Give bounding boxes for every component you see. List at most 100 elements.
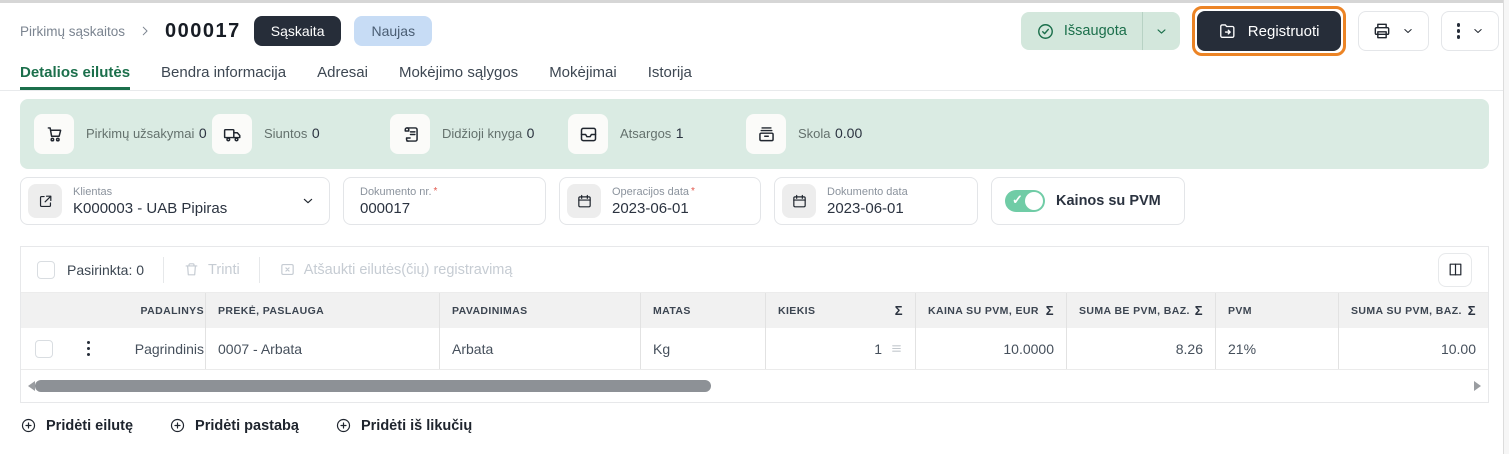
column-header-pvm: PVM — [1215, 293, 1338, 328]
table-horizontal-scrollbar — [21, 370, 1488, 402]
plus-circle-icon — [169, 417, 186, 434]
calendar-icon — [782, 184, 816, 218]
add-from-stock-button[interactable]: Pridėti iš likučių — [335, 417, 472, 434]
column-header-suma-be-pvm: SUMA BE PVM, BAZ. Σ — [1066, 293, 1215, 328]
row-checkbox-cell — [21, 328, 66, 369]
toggle-switch-on[interactable]: ✓ — [1005, 190, 1045, 212]
row-checkbox[interactable] — [34, 339, 53, 358]
column-settings-button[interactable] — [1438, 252, 1472, 287]
saved-button[interactable]: Išsaugota — [1020, 12, 1180, 50]
lines-table: Pasirinkta: 0 Trinti Atšaukti eilutės(či… — [20, 246, 1489, 403]
print-button[interactable] — [1357, 11, 1429, 51]
row-menu-icon[interactable] — [85, 340, 93, 357]
external-link-icon[interactable] — [28, 184, 62, 218]
divider — [1141, 12, 1143, 50]
summary-item-pirkimu-uzsakymai[interactable]: Pirkimų užsakymai 0 — [34, 114, 212, 154]
check-circle-icon — [1036, 22, 1055, 41]
add-note-label: Pridėti pastabą — [195, 417, 299, 434]
header-checkbox-spacer — [21, 293, 66, 328]
cell-suma-be-pvm: 8.26 — [1066, 328, 1215, 369]
dokumento-nr-field[interactable]: Dokumento nr. * 000017 — [343, 177, 546, 225]
chevron-down-icon[interactable] — [1143, 24, 1180, 39]
inventory-icon — [568, 114, 608, 154]
document-form: Klientas K000003 - UAB Pipiras Dokumento… — [20, 177, 1489, 225]
cancel-registration-icon — [279, 261, 296, 278]
summary-value: 0.00 — [834, 125, 863, 141]
select-all-checkbox[interactable] — [37, 260, 55, 279]
summary-label: Siuntos — [264, 126, 308, 141]
tab-adresai[interactable]: Adresai — [317, 63, 368, 81]
summary-label: Pirkimų užsakymai — [86, 126, 195, 141]
truck-icon — [212, 114, 252, 154]
quantity-detail-icon[interactable] — [890, 342, 903, 355]
sum-icon[interactable]: Σ — [894, 303, 903, 318]
tab-bar: Detalios eilutės Bendra informacija Adre… — [0, 57, 1509, 91]
dokumento-data-field[interactable]: Dokumento data 2023-06-01 — [774, 177, 978, 225]
selected-count-label: Pasirinkta: 0 — [67, 261, 145, 278]
summary-value: 1 — [675, 125, 684, 141]
field-value: 2023-06-01 — [612, 200, 689, 218]
more-actions-button[interactable] — [1440, 11, 1499, 51]
scroll-right-arrow[interactable] — [1474, 381, 1481, 391]
register-button[interactable]: Registruoti — [1196, 11, 1341, 51]
sum-icon[interactable]: Σ — [1045, 303, 1054, 318]
operacijos-data-field[interactable]: Operacijos data * 2023-06-01 — [559, 177, 761, 225]
delete-button-label: Trinti — [208, 261, 240, 278]
breadcrumb-link[interactable]: Pirkimų sąskaitos — [20, 23, 126, 39]
tab-bendra-informacija[interactable]: Bendra informacija — [161, 63, 287, 81]
doc-type-badge: Sąskaita — [253, 16, 342, 46]
scrollbar-thumb[interactable] — [35, 380, 711, 392]
breadcrumb-separator-icon — [138, 24, 152, 38]
field-label: Operacijos data * — [612, 185, 695, 198]
scroll-left-arrow[interactable] — [28, 381, 35, 391]
status-badge: Naujas — [354, 16, 433, 46]
cell-kiekis: 1 — [765, 328, 915, 369]
cell-matas: Kg — [640, 328, 765, 369]
summary-item-didzioji-knyga[interactable]: Didžioji knyga 0 — [390, 114, 568, 154]
page-vertical-scrollbar[interactable] — [1503, 0, 1509, 454]
tab-mokejimai[interactable]: Mokėjimai — [549, 63, 617, 81]
klientas-field[interactable]: Klientas K000003 - UAB Pipiras — [20, 177, 330, 225]
cancel-registration-button[interactable]: Atšaukti eilutės(čių) registravimą — [279, 261, 512, 278]
column-header-preke-paslauga: PREKĖ, PASLAUGA — [205, 293, 439, 328]
column-header-pavadinimas: PAVADINIMAS — [439, 293, 640, 328]
plus-circle-icon — [335, 417, 352, 434]
tab-istorija[interactable]: Istorija — [647, 63, 692, 81]
printer-icon — [1372, 21, 1392, 41]
register-folder-icon — [1218, 22, 1237, 41]
field-value: 000017 — [360, 200, 411, 218]
chevron-down-icon[interactable] — [300, 193, 316, 209]
add-from-stock-label: Pridėti iš likučių — [360, 417, 473, 434]
kainos-su-pvm-toggle-card[interactable]: ✓ Kainos su PVM — [991, 177, 1185, 225]
summary-label: Skola — [798, 126, 831, 141]
table-toolbar: Pasirinkta: 0 Trinti Atšaukti eilutės(či… — [21, 247, 1488, 293]
add-note-button[interactable]: Pridėti pastabą — [169, 417, 299, 434]
add-line-button[interactable]: Pridėti eilutę — [20, 417, 133, 434]
plus-circle-icon — [20, 417, 37, 434]
cart-icon — [34, 114, 74, 154]
summary-item-siuntos[interactable]: Siuntos 0 — [212, 114, 390, 154]
chevron-down-icon — [1471, 24, 1485, 38]
field-value: K000003 - UAB Pipiras — [73, 200, 228, 218]
summary-item-atsargos[interactable]: Atsargos 1 — [568, 114, 746, 154]
summary-item-skola[interactable]: Skola 0.00 — [746, 114, 924, 154]
field-value: 2023-06-01 — [827, 200, 904, 218]
field-label: Dokumento data — [827, 185, 908, 198]
divider — [258, 256, 260, 283]
calendar-icon — [567, 184, 601, 218]
tab-detalios-eilutes[interactable]: Detalios eilutės — [20, 57, 131, 90]
header-menu-spacer — [66, 293, 111, 328]
sum-icon[interactable]: Σ — [1194, 303, 1203, 318]
chevron-down-icon — [1401, 24, 1415, 38]
column-header-suma-su-pvm: SUMA SU PVM, BAZ. Σ — [1338, 293, 1488, 328]
required-mark: * — [691, 185, 695, 197]
required-mark: * — [433, 185, 438, 197]
tab-mokejimo-salygos[interactable]: Mokėjimo sąlygos — [398, 63, 519, 81]
page-title: 000017 — [165, 19, 241, 42]
delete-button[interactable]: Trinti — [183, 261, 240, 278]
table-header-row: PADALINYS PREKĖ, PASLAUGA PAVADINIMAS MA… — [21, 293, 1488, 328]
header-actions: Išsaugota Registruoti — [1020, 6, 1499, 56]
row-menu-cell — [66, 328, 111, 369]
sum-icon[interactable]: Σ — [1467, 303, 1476, 318]
cell-kaina-su-pvm: 10.0000 — [915, 328, 1066, 369]
